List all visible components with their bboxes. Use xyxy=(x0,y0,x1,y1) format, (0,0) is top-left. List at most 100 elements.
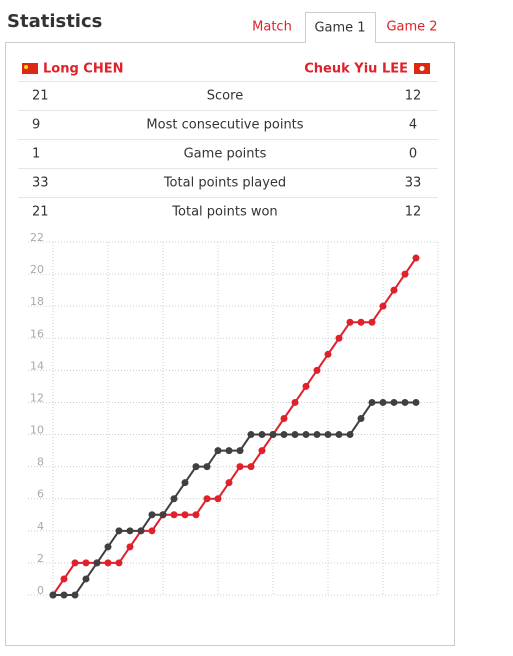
point xyxy=(181,479,189,487)
point xyxy=(313,431,321,439)
point xyxy=(137,527,145,535)
cell: Score xyxy=(207,89,243,104)
point xyxy=(335,334,343,342)
cell: 12 xyxy=(405,205,422,220)
point xyxy=(192,463,200,471)
cell: 1 xyxy=(32,147,40,162)
point xyxy=(170,511,178,519)
point xyxy=(93,559,101,567)
point xyxy=(104,559,112,567)
point xyxy=(291,431,299,439)
cell: Total points won xyxy=(171,205,277,220)
point xyxy=(258,447,266,455)
point xyxy=(346,431,354,439)
point xyxy=(148,511,156,519)
y-tick-label: 10 xyxy=(30,424,44,437)
y-tick-label: 8 xyxy=(37,456,44,469)
point xyxy=(71,591,79,599)
point xyxy=(324,431,332,439)
point xyxy=(401,270,409,278)
point xyxy=(269,431,277,439)
cell: Game points xyxy=(184,147,267,162)
point xyxy=(82,575,90,583)
cell: 4 xyxy=(409,118,417,133)
cell: 9 xyxy=(32,118,40,133)
y-tick-label: 0 xyxy=(37,584,44,597)
cell: 33 xyxy=(32,176,49,191)
point xyxy=(280,415,288,422)
point xyxy=(214,495,222,503)
point xyxy=(148,527,156,535)
point xyxy=(159,511,167,519)
point xyxy=(401,398,409,406)
point xyxy=(247,463,255,471)
cell: Most consecutive points xyxy=(146,118,303,133)
y-tick-label: 4 xyxy=(37,520,44,533)
player: Long CHEN xyxy=(43,62,123,77)
flag-star xyxy=(24,65,28,69)
point xyxy=(126,527,134,535)
point xyxy=(115,527,123,535)
tab[interactable]: Game 2 xyxy=(386,20,437,35)
y-tick-label: 14 xyxy=(30,359,44,372)
point xyxy=(412,254,420,262)
point xyxy=(225,447,233,455)
cell: 33 xyxy=(405,176,422,191)
point xyxy=(368,318,376,326)
point xyxy=(49,591,57,599)
point xyxy=(236,463,244,471)
point xyxy=(181,511,189,519)
y-tick-label: 18 xyxy=(30,295,44,308)
y-tick-label: 2 xyxy=(37,552,44,565)
point xyxy=(368,398,376,406)
point xyxy=(379,302,387,310)
cell: Total points played xyxy=(163,176,286,191)
point xyxy=(258,431,266,439)
flag xyxy=(22,63,38,74)
panel xyxy=(5,42,455,646)
point xyxy=(390,286,398,294)
y-tick-label: 20 xyxy=(30,263,44,276)
tab-joint xyxy=(306,40,375,44)
point xyxy=(412,398,420,406)
point xyxy=(203,463,211,471)
point xyxy=(313,366,321,374)
point xyxy=(192,511,200,519)
point xyxy=(291,398,299,406)
point xyxy=(60,591,68,599)
point xyxy=(379,398,387,406)
tab[interactable]: Match xyxy=(252,20,292,35)
point xyxy=(71,559,79,567)
cell: 12 xyxy=(405,89,422,104)
title: Statistics xyxy=(7,11,102,32)
point xyxy=(280,431,288,439)
series-line xyxy=(52,257,417,596)
tab[interactable]: Game 1 xyxy=(314,21,365,36)
point xyxy=(115,559,123,567)
point xyxy=(236,447,244,455)
point xyxy=(60,575,68,583)
series-line xyxy=(53,401,416,596)
point xyxy=(335,431,343,439)
point xyxy=(170,495,178,503)
point xyxy=(82,559,90,567)
cell: 21 xyxy=(32,205,49,220)
flag-flower xyxy=(419,66,425,71)
point xyxy=(346,318,354,326)
point xyxy=(126,543,134,551)
point xyxy=(225,479,233,487)
point xyxy=(203,495,211,503)
point xyxy=(214,447,222,455)
y-tick-label: 22 xyxy=(30,231,44,244)
point xyxy=(104,543,112,551)
point xyxy=(324,350,332,358)
point xyxy=(357,318,365,326)
cell: 21 xyxy=(32,89,49,104)
point xyxy=(390,398,398,406)
point xyxy=(302,382,310,390)
point xyxy=(302,431,310,439)
active-tab[interactable] xyxy=(305,12,376,43)
point xyxy=(247,431,255,439)
player: Cheuk Yiu LEE xyxy=(304,62,408,77)
